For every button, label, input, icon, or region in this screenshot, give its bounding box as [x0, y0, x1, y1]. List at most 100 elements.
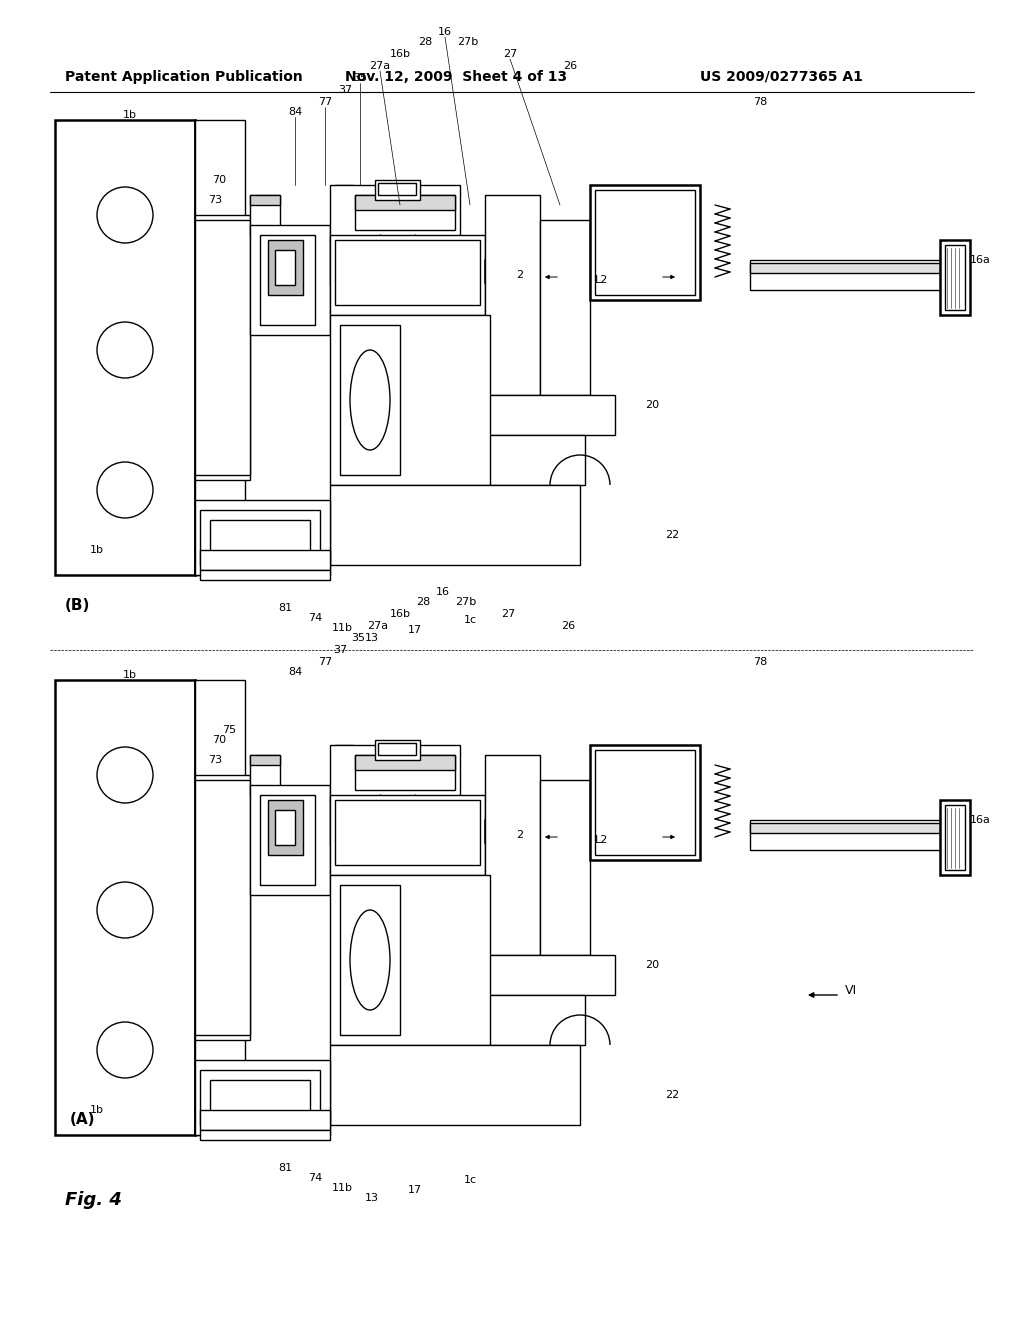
- Bar: [945, 805, 965, 870]
- Bar: [200, 570, 330, 579]
- Text: 17: 17: [408, 624, 422, 635]
- Circle shape: [97, 747, 153, 803]
- Text: 1b: 1b: [90, 545, 104, 554]
- Bar: [250, 755, 280, 766]
- Bar: [335, 185, 353, 490]
- Text: 1b: 1b: [123, 671, 137, 680]
- Bar: [540, 220, 590, 395]
- Text: 13: 13: [365, 1193, 379, 1203]
- Bar: [355, 195, 455, 210]
- Bar: [485, 395, 615, 436]
- Text: (B): (B): [65, 598, 90, 612]
- Text: 77: 77: [317, 657, 332, 667]
- Text: 35: 35: [351, 634, 365, 643]
- Text: 22: 22: [665, 531, 679, 540]
- Bar: [210, 1080, 310, 1115]
- Text: 16: 16: [438, 26, 452, 37]
- Text: 77: 77: [317, 96, 332, 107]
- Bar: [200, 510, 319, 565]
- Bar: [335, 800, 480, 865]
- Text: 70: 70: [212, 735, 226, 744]
- Bar: [595, 750, 695, 855]
- Ellipse shape: [350, 909, 390, 1010]
- Bar: [195, 680, 245, 780]
- Bar: [340, 325, 400, 475]
- Bar: [485, 995, 585, 1045]
- Bar: [355, 755, 455, 789]
- Text: 16: 16: [436, 587, 450, 597]
- Bar: [750, 263, 950, 273]
- Polygon shape: [380, 795, 430, 845]
- Text: 81: 81: [278, 1163, 292, 1173]
- Text: 1c: 1c: [464, 1175, 476, 1185]
- Text: L2: L2: [595, 275, 608, 285]
- Bar: [275, 810, 295, 845]
- Bar: [485, 195, 540, 395]
- Bar: [750, 822, 950, 833]
- Polygon shape: [380, 235, 430, 285]
- Text: US 2009/0277365 A1: US 2009/0277365 A1: [700, 70, 863, 84]
- Bar: [195, 1060, 330, 1135]
- Text: 1c: 1c: [464, 615, 476, 624]
- Bar: [335, 240, 480, 305]
- Circle shape: [97, 882, 153, 939]
- Bar: [195, 500, 330, 576]
- Bar: [485, 436, 585, 484]
- Text: 16b: 16b: [389, 49, 411, 59]
- Text: 84: 84: [288, 667, 302, 677]
- Bar: [250, 195, 280, 205]
- Bar: [330, 484, 580, 565]
- Polygon shape: [415, 235, 460, 285]
- Bar: [195, 475, 245, 576]
- Text: 13: 13: [365, 634, 379, 643]
- Text: 22: 22: [665, 1090, 679, 1100]
- Bar: [485, 755, 540, 954]
- Bar: [485, 825, 680, 837]
- Bar: [540, 780, 590, 954]
- Text: 20: 20: [645, 400, 659, 411]
- Bar: [330, 185, 460, 285]
- Text: 11b: 11b: [332, 1183, 352, 1193]
- Bar: [260, 235, 315, 325]
- Text: 37: 37: [338, 84, 352, 95]
- Bar: [375, 741, 420, 760]
- Text: Patent Application Publication: Patent Application Publication: [65, 70, 303, 84]
- Bar: [275, 249, 295, 285]
- Bar: [355, 195, 455, 230]
- Text: 84: 84: [288, 107, 302, 117]
- Text: 28: 28: [418, 37, 432, 48]
- Text: 81: 81: [278, 603, 292, 612]
- Bar: [940, 240, 970, 315]
- Bar: [375, 180, 420, 201]
- Bar: [195, 1035, 245, 1135]
- Bar: [485, 265, 680, 277]
- Bar: [200, 1110, 330, 1130]
- Bar: [195, 780, 250, 1035]
- Bar: [330, 315, 490, 484]
- Bar: [590, 744, 700, 861]
- Text: 27b: 27b: [456, 597, 476, 607]
- Bar: [378, 743, 416, 755]
- Text: 16a: 16a: [970, 255, 991, 265]
- Bar: [945, 246, 965, 310]
- Bar: [200, 550, 330, 570]
- Circle shape: [97, 322, 153, 378]
- Bar: [750, 820, 950, 850]
- Bar: [200, 1071, 319, 1125]
- Text: 27: 27: [503, 49, 517, 59]
- Bar: [378, 183, 416, 195]
- Bar: [330, 1045, 580, 1125]
- Text: 27: 27: [501, 609, 515, 619]
- Text: 26: 26: [563, 61, 578, 71]
- Text: 17: 17: [408, 1185, 422, 1195]
- Text: 1b: 1b: [123, 110, 137, 120]
- Bar: [940, 800, 970, 875]
- Circle shape: [97, 1022, 153, 1078]
- Text: 20: 20: [645, 960, 659, 970]
- Bar: [268, 240, 303, 294]
- Text: 35: 35: [353, 73, 367, 83]
- Text: (A): (A): [70, 1113, 95, 1127]
- Text: 27a: 27a: [370, 61, 390, 71]
- Text: 28: 28: [416, 597, 430, 607]
- Circle shape: [97, 187, 153, 243]
